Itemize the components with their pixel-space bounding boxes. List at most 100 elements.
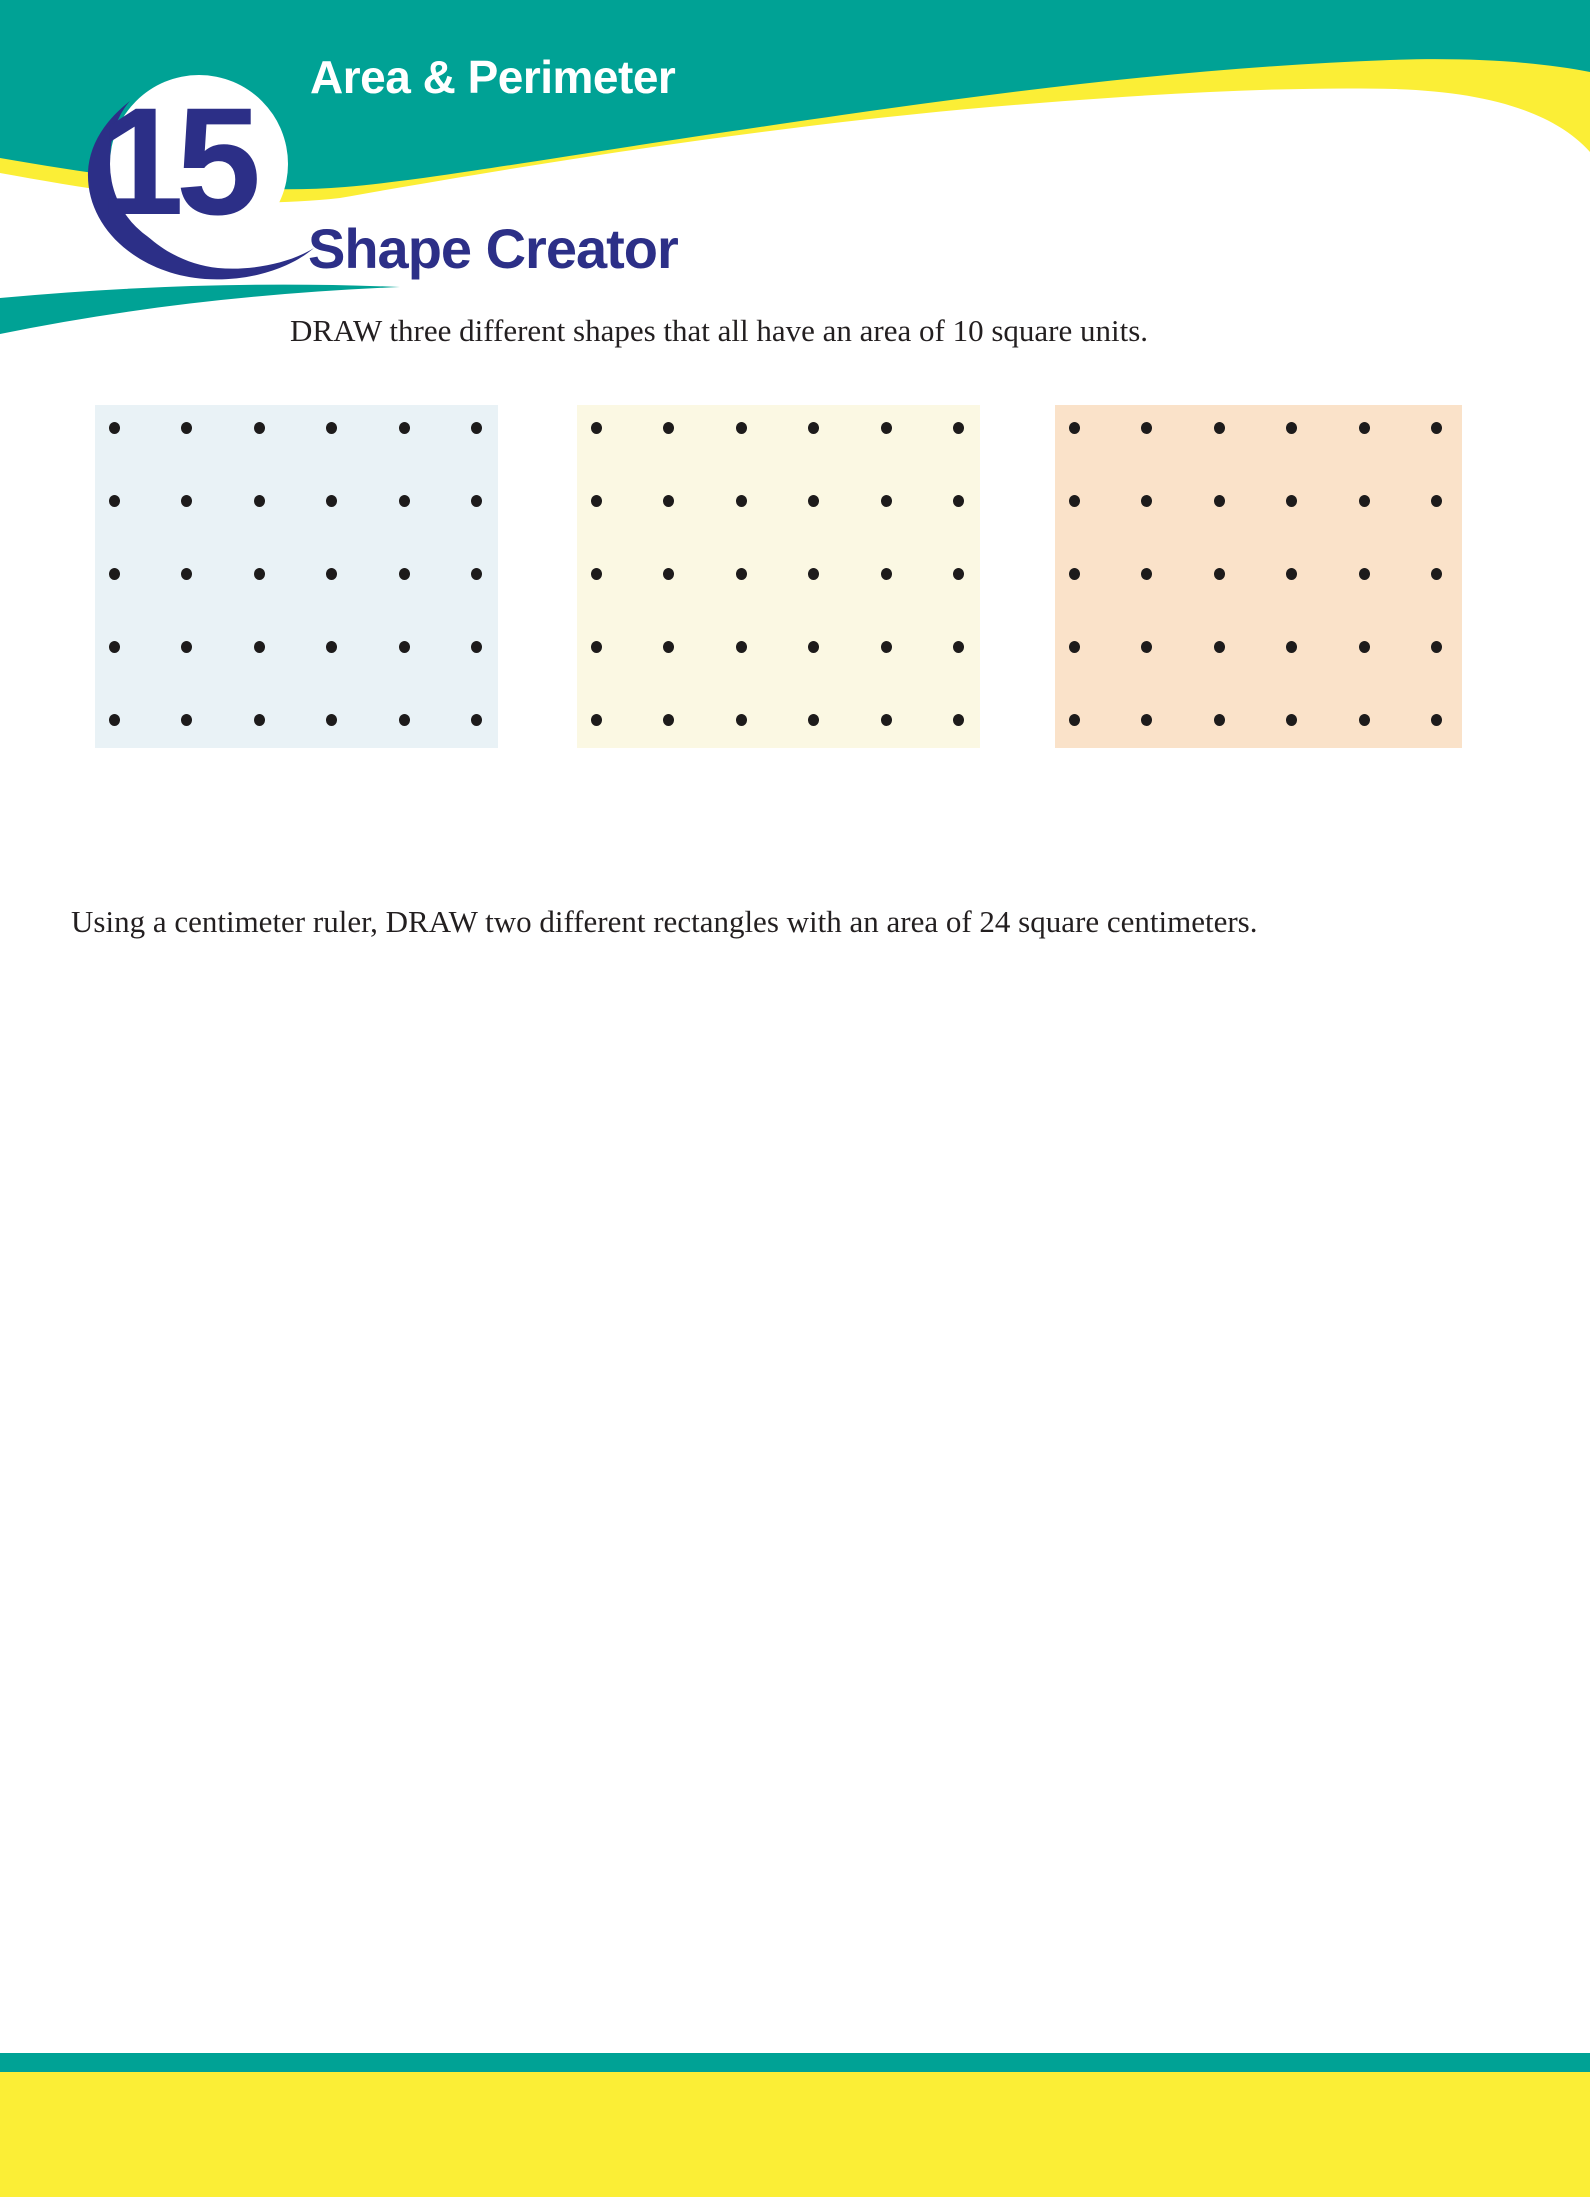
instruction-draw-shapes: DRAW three different shapes that all hav… <box>290 313 1149 348</box>
grid-dot <box>1358 422 1370 434</box>
grid-dot <box>253 714 265 726</box>
grid-dot <box>1068 714 1080 726</box>
grid-dot <box>1286 422 1297 434</box>
grid-dot <box>735 641 747 653</box>
grid-dot <box>181 714 192 726</box>
grid-dot <box>1141 714 1152 726</box>
grid-dot <box>735 714 747 726</box>
grid-dot <box>1286 495 1297 507</box>
grid-dot <box>1358 568 1370 580</box>
blue-dot-grid <box>95 405 498 748</box>
grid-dot <box>326 714 337 726</box>
grid-dot <box>953 568 964 580</box>
badge-crescent <box>87 101 315 280</box>
wave-teal-field <box>0 0 1590 190</box>
grid-dot <box>326 495 337 507</box>
grid-dot <box>1286 568 1297 580</box>
grid-dot <box>326 568 337 580</box>
grid-dot <box>1286 641 1297 653</box>
grid-dot <box>663 422 674 434</box>
lesson-number-badge: 15 <box>60 30 350 290</box>
grid-dot <box>590 714 602 726</box>
lesson-badge-graphic: 15 <box>87 75 315 280</box>
badge-disc <box>110 75 288 253</box>
footer-yellow-band <box>0 2072 1590 2197</box>
grid-dot <box>808 714 819 726</box>
grid-dot <box>880 568 892 580</box>
grid-dot <box>1213 495 1225 507</box>
grid-dot <box>471 495 482 507</box>
grid-dot <box>398 714 410 726</box>
grid-dot <box>471 714 482 726</box>
grid-dot <box>181 495 192 507</box>
grid-dot <box>590 641 602 653</box>
grid-dot <box>471 422 482 434</box>
grid-dot <box>1141 641 1152 653</box>
grid-dot <box>953 495 964 507</box>
grid-dot <box>398 495 410 507</box>
grid-dot <box>398 422 410 434</box>
grid-dot <box>108 422 120 434</box>
grid-dot <box>590 422 602 434</box>
grid-dot <box>880 422 892 434</box>
grid-dot <box>663 641 674 653</box>
grid-dot <box>880 641 892 653</box>
cream-dot-grid <box>577 405 980 748</box>
grid-dot <box>1213 422 1225 434</box>
grid-dot <box>735 495 747 507</box>
grid-dot <box>326 422 337 434</box>
grid-dot <box>590 495 602 507</box>
grid-dot <box>1213 714 1225 726</box>
grid-dot <box>253 568 265 580</box>
grid-dot <box>398 568 410 580</box>
grid-dot <box>808 422 819 434</box>
grid-dot <box>181 641 192 653</box>
header-wave-graphic <box>0 0 1590 334</box>
grid-dot <box>735 568 747 580</box>
grid-dot <box>663 714 674 726</box>
grid-dot <box>1358 641 1370 653</box>
unit-title: Area & Perimeter <box>310 51 676 103</box>
grid-dot <box>253 422 265 434</box>
grid-dot <box>253 495 265 507</box>
grid-dot <box>398 641 410 653</box>
footer-teal-stripe <box>0 2053 1590 2072</box>
grid-dot <box>1068 641 1080 653</box>
grid-dot <box>1431 495 1442 507</box>
grid-dot <box>253 641 265 653</box>
grid-dot <box>808 568 819 580</box>
grid-dot <box>1431 641 1442 653</box>
grid-dot <box>808 641 819 653</box>
grid-dot <box>1141 568 1152 580</box>
grid-dot <box>108 568 120 580</box>
grid-dot <box>590 568 602 580</box>
grid-dot <box>1431 568 1442 580</box>
grid-dot <box>1068 422 1080 434</box>
teal-swoosh-tail <box>0 284 400 334</box>
instruction-draw-rectangles: Using a centimeter ruler, DRAW two diffe… <box>71 904 1258 939</box>
grid-dot <box>1431 422 1442 434</box>
grid-dot <box>1213 568 1225 580</box>
grid-dot <box>326 641 337 653</box>
grid-dot <box>735 422 747 434</box>
peach-dot-grid <box>1055 405 1462 748</box>
grid-dot <box>1358 714 1370 726</box>
lesson-number: 15 <box>99 76 257 247</box>
grid-dot <box>1068 495 1080 507</box>
grid-dot <box>471 641 482 653</box>
grid-dot <box>880 714 892 726</box>
grid-dot <box>181 568 192 580</box>
grid-dot <box>1431 714 1442 726</box>
grid-dot <box>953 641 964 653</box>
grid-dot <box>663 495 674 507</box>
grid-dot <box>953 422 964 434</box>
grid-dot <box>181 422 192 434</box>
grid-dot <box>953 714 964 726</box>
grid-dot <box>1213 641 1225 653</box>
lesson-title: Shape Creator <box>308 217 679 280</box>
grid-dot <box>1286 714 1297 726</box>
grid-dot <box>1068 568 1080 580</box>
grid-dot <box>108 714 120 726</box>
grid-dot <box>663 568 674 580</box>
